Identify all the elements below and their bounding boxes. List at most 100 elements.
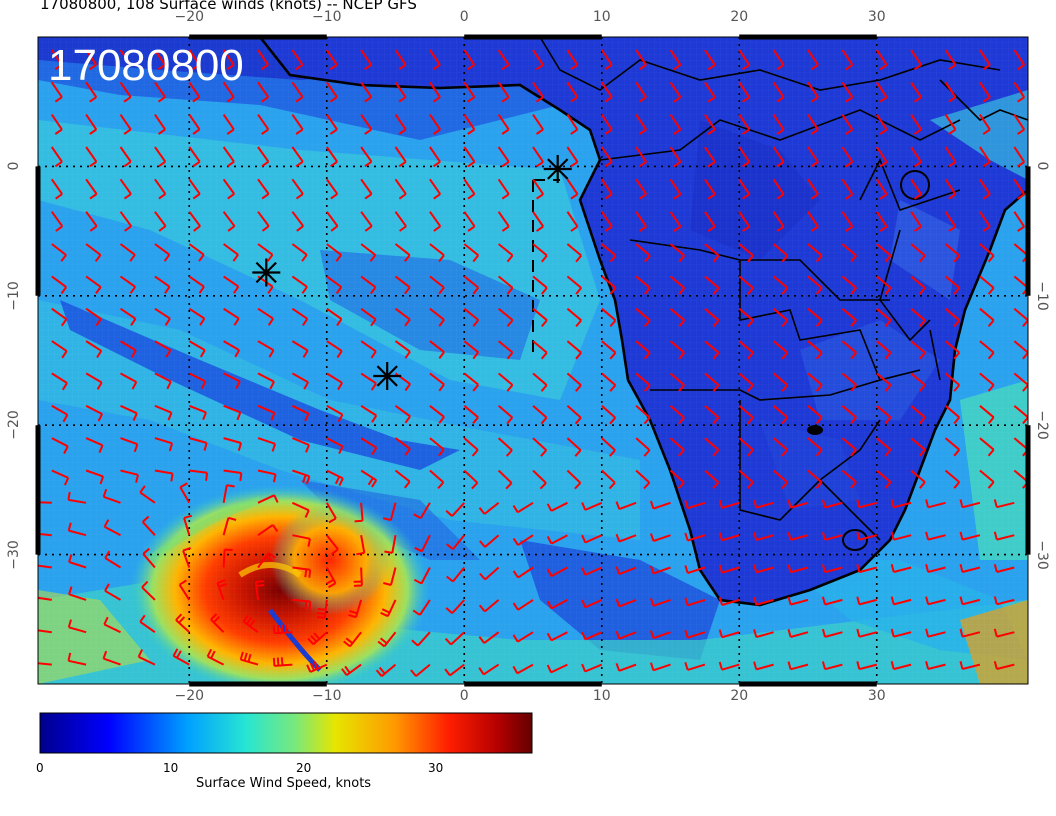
wind-barb <box>360 437 378 456</box>
wind-barb <box>772 307 789 328</box>
wind-barb <box>979 81 991 103</box>
wind-barb <box>875 211 888 232</box>
wind-barb <box>119 81 132 103</box>
wind-barb <box>944 146 957 168</box>
wind-barb <box>876 469 892 489</box>
wind-barb <box>479 534 500 548</box>
wind-barb <box>601 437 616 457</box>
wind-barb <box>718 499 740 509</box>
wind-barb <box>51 372 68 391</box>
wind-barb <box>38 564 52 569</box>
wind-barb <box>1013 81 1026 103</box>
wind-barb <box>738 307 754 328</box>
wind-barb <box>841 275 857 295</box>
wind-barb <box>85 469 105 485</box>
wind-barb <box>360 211 373 232</box>
wind-barb <box>807 372 823 392</box>
wind-barb <box>512 663 534 675</box>
wind-barb <box>635 437 651 457</box>
wind-barb <box>944 372 961 392</box>
wind-barb <box>841 340 857 360</box>
lat-lon-grid <box>38 37 1028 684</box>
wind-barb <box>356 535 366 556</box>
wind-barb <box>979 405 995 425</box>
wind-barb <box>807 81 819 103</box>
wind-barb <box>257 146 270 168</box>
wind-barb <box>223 404 242 421</box>
wind-barb <box>360 404 378 423</box>
wind-barb <box>104 583 122 601</box>
wind-barb <box>718 564 740 574</box>
lon-tick-label-bot: −10 <box>311 688 342 704</box>
lat-tick-label-right: −10 <box>1034 281 1050 311</box>
wind-barb <box>876 243 892 263</box>
wind-barb <box>446 566 466 583</box>
wind-barb <box>429 372 445 392</box>
wind-barb <box>979 146 991 168</box>
wind-barb <box>429 437 445 457</box>
wind-barb <box>413 502 431 520</box>
wind-barb <box>463 49 476 71</box>
wind-barb <box>856 531 878 541</box>
lon-tick-label-top: 20 <box>730 9 749 25</box>
wind-barb <box>910 372 926 392</box>
wind-barb <box>272 657 293 667</box>
wind-barb <box>382 502 397 522</box>
wind-barb <box>429 469 445 490</box>
wind-barb <box>704 372 720 392</box>
wind-barb <box>807 469 823 489</box>
wind-barb <box>343 631 362 648</box>
wind-barb <box>257 81 270 103</box>
wind-barb <box>154 211 167 232</box>
wind-barb <box>189 469 209 481</box>
wind-barb <box>601 372 617 392</box>
wind-barb <box>291 307 309 326</box>
wind-barb <box>103 616 121 634</box>
lon-tick-label-bot: 30 <box>867 688 886 704</box>
wind-barb <box>753 564 774 574</box>
wind-barb <box>890 628 912 638</box>
wind-barb <box>581 501 603 511</box>
wind-barb <box>429 243 445 263</box>
wind-barb <box>210 613 225 633</box>
wind-barb <box>669 307 686 328</box>
wind-barb <box>429 307 445 327</box>
wind-barb <box>807 275 823 295</box>
wind-barb <box>326 437 344 454</box>
wind-barb <box>51 469 70 486</box>
wind-barb <box>718 661 740 671</box>
wind-barb <box>615 533 637 543</box>
wind-barb <box>787 564 809 574</box>
wind-barb <box>1013 372 1028 392</box>
wind-barb <box>615 662 637 672</box>
wind-barb <box>119 114 132 135</box>
wind-barb <box>979 243 995 263</box>
wind-barb <box>291 404 310 422</box>
wind-barb <box>601 340 617 360</box>
wind-barb <box>944 405 961 425</box>
lon-tick-label-top: 10 <box>592 9 611 25</box>
wind-barb <box>154 437 174 452</box>
wind-barb <box>649 662 671 672</box>
wind-barb <box>478 631 500 644</box>
wind-barb <box>704 307 720 328</box>
wind-barb <box>85 146 98 168</box>
wind-barb <box>959 661 981 670</box>
wind-barb <box>429 146 441 168</box>
wind-barb <box>601 275 617 295</box>
lat-tick-label-left: 0 <box>6 161 22 171</box>
wind-barb <box>566 178 579 200</box>
wind-barb <box>704 437 720 457</box>
wind-barb <box>669 178 682 200</box>
wind-barb <box>615 598 637 608</box>
wind-barb <box>223 469 243 482</box>
wind-barb <box>979 437 995 457</box>
lon-tick-label-bot: 20 <box>730 688 749 704</box>
wind-barb <box>154 307 171 326</box>
wind-barb <box>120 469 139 483</box>
wind-barb <box>326 404 344 423</box>
wind-barb <box>222 548 233 568</box>
wind-barb <box>360 275 377 295</box>
wind-barb <box>38 662 52 666</box>
